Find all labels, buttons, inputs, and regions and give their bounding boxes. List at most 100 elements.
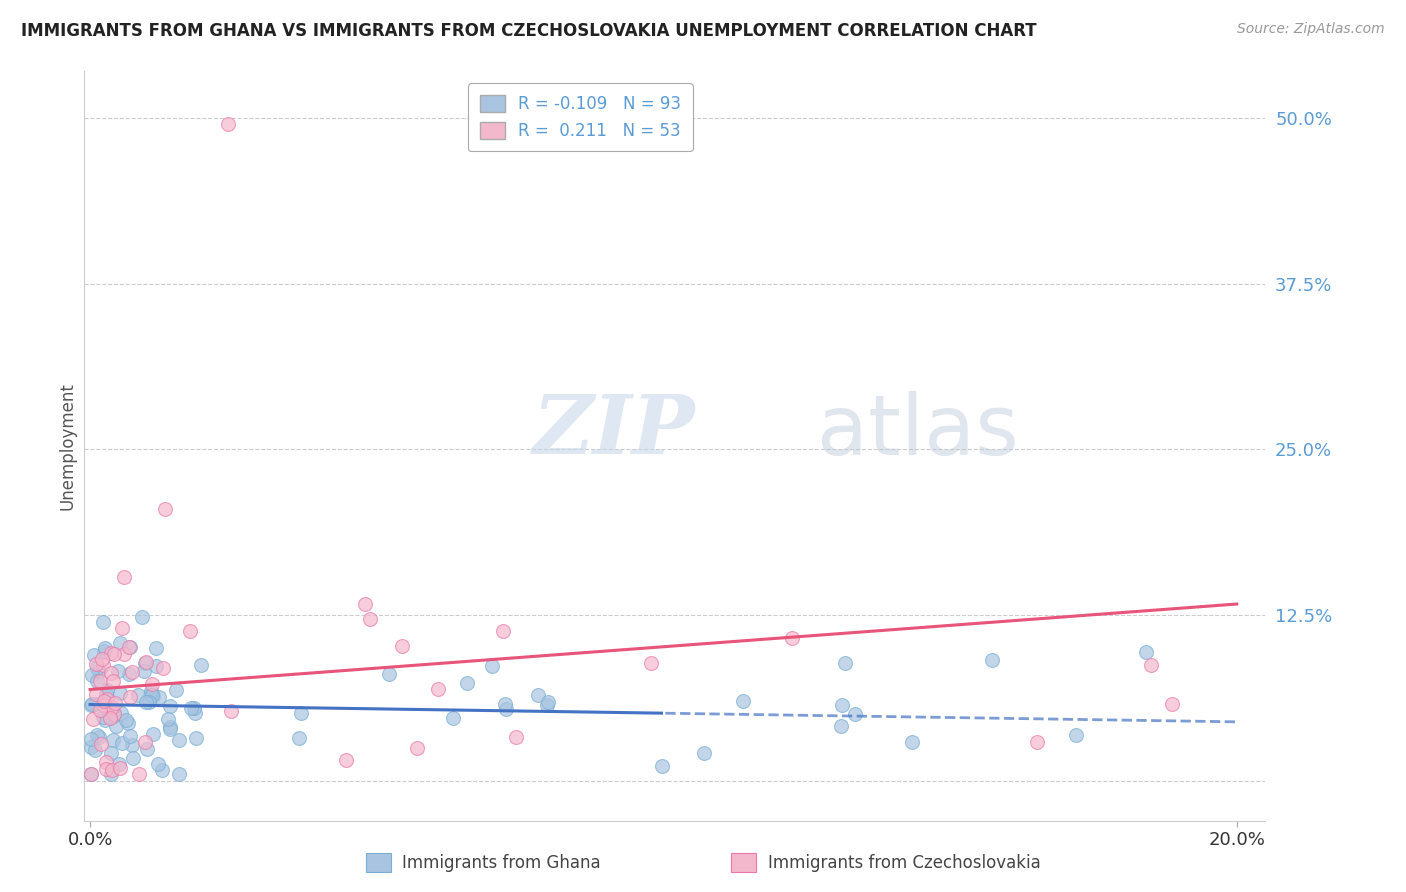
Point — [112, 570, 135, 584]
Point — [456, 676, 478, 690]
Point — [93, 615, 115, 630]
Point — [159, 723, 181, 737]
Point — [101, 709, 124, 723]
Point — [139, 684, 162, 698]
Point — [780, 631, 803, 645]
Point — [651, 758, 673, 772]
Point — [110, 706, 132, 721]
Point — [104, 719, 127, 733]
Point — [492, 624, 515, 639]
Point — [120, 729, 142, 743]
Point — [1025, 735, 1047, 749]
Point — [121, 739, 143, 753]
Point — [354, 597, 377, 611]
Point — [145, 659, 167, 673]
Point — [142, 689, 165, 703]
Point — [121, 665, 143, 679]
Point — [117, 640, 139, 655]
Point — [100, 646, 122, 660]
Point — [98, 711, 121, 725]
Point — [141, 677, 163, 691]
Point — [111, 621, 134, 635]
Point — [87, 664, 110, 678]
Text: Source: ZipAtlas.com: Source: ZipAtlas.com — [1237, 22, 1385, 37]
Point — [290, 706, 312, 720]
Point — [103, 647, 125, 661]
Point — [104, 696, 127, 710]
Point — [86, 728, 108, 742]
Point — [165, 683, 187, 698]
Point — [495, 702, 517, 716]
Point — [494, 697, 516, 711]
Text: atlas: atlas — [817, 391, 1018, 472]
Point — [135, 655, 157, 669]
Point — [94, 755, 117, 769]
Point — [1064, 728, 1087, 742]
Point — [135, 694, 157, 708]
Point — [100, 665, 122, 680]
Point — [1135, 645, 1157, 659]
Point — [89, 673, 111, 688]
Point — [120, 690, 142, 704]
Point — [96, 691, 118, 706]
Point — [110, 762, 132, 776]
Point — [844, 707, 866, 722]
Point — [217, 117, 239, 131]
Point — [441, 711, 464, 725]
Point — [139, 688, 162, 702]
Point — [153, 502, 176, 516]
Point — [114, 713, 136, 727]
Point — [100, 746, 122, 760]
Point — [80, 668, 103, 682]
Point — [93, 694, 115, 708]
Point — [83, 697, 105, 711]
Point — [536, 695, 558, 709]
Point — [1161, 697, 1184, 711]
Point — [141, 688, 163, 702]
Point — [103, 732, 125, 747]
Point — [406, 740, 429, 755]
Point — [128, 767, 150, 781]
Point — [505, 730, 527, 744]
Point — [107, 664, 129, 678]
Point — [118, 640, 141, 654]
Point — [156, 712, 179, 726]
Point — [93, 641, 115, 656]
Point — [131, 609, 153, 624]
Point — [80, 767, 103, 781]
Point — [378, 667, 401, 681]
Point — [148, 690, 170, 704]
Point — [183, 706, 205, 721]
Point — [134, 734, 156, 748]
Point — [834, 656, 856, 670]
Point — [96, 682, 118, 697]
Point — [122, 750, 145, 764]
Point — [134, 664, 156, 678]
Point — [84, 657, 107, 672]
Point — [86, 661, 108, 675]
Point — [167, 732, 190, 747]
Point — [100, 763, 122, 777]
Point — [159, 721, 181, 735]
Point — [84, 742, 107, 756]
Point — [526, 689, 548, 703]
Point — [183, 700, 205, 714]
Point — [93, 644, 115, 658]
Point — [108, 686, 131, 700]
Point — [426, 681, 449, 696]
Point — [219, 704, 242, 718]
Point — [94, 713, 117, 727]
Point — [167, 767, 190, 781]
Legend: R = -0.109   N = 93, R =  0.211   N = 53: R = -0.109 N = 93, R = 0.211 N = 53 — [468, 84, 693, 152]
Point — [94, 688, 117, 702]
Point — [80, 739, 103, 754]
Point — [100, 700, 122, 714]
Point — [481, 658, 503, 673]
Point — [150, 763, 173, 777]
Point — [108, 757, 131, 772]
Text: Immigrants from Czechoslovakia: Immigrants from Czechoslovakia — [768, 854, 1040, 871]
Y-axis label: Unemployment: Unemployment — [58, 382, 76, 510]
Point — [93, 694, 115, 708]
Point — [94, 762, 117, 776]
Point — [93, 657, 115, 672]
